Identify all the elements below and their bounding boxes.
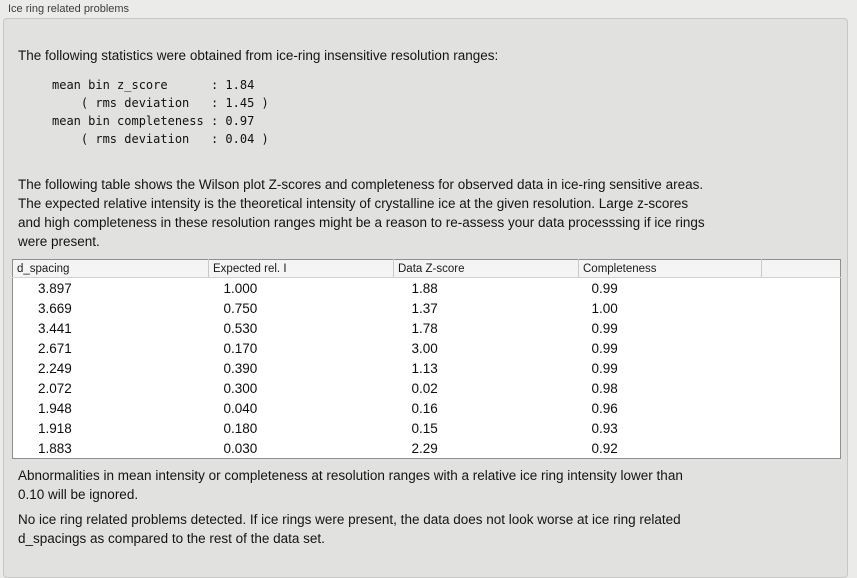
table-cell: 0.93 — [591, 420, 618, 436]
table-header-cell[interactable]: d_spacing — [12, 259, 209, 278]
table-row[interactable]: 2.249 0.390 1.13 0.99 — [13, 358, 841, 378]
table-row[interactable]: 3.669 0.750 1.37 1.00 — [13, 298, 841, 318]
table-cell: 2.072 — [38, 380, 72, 396]
table-cell: 0.99 — [591, 320, 618, 336]
table-cell: 0.300 — [223, 380, 258, 396]
table-cell: 3.669 — [38, 300, 72, 316]
table-intro-text: The following table shows the Wilson plo… — [18, 177, 705, 249]
stats-values-block: mean bin z_score : 1.84 ( rms deviation … — [52, 78, 269, 146]
table-cell: 2.249 — [38, 360, 72, 376]
table-cell: 0.98 — [591, 380, 618, 396]
table-cell: 0.040 — [223, 400, 258, 416]
ice-ring-report-window: { "panel": { "title": "Ice ring related … — [3, 3, 848, 578]
table-cell: 0.16 — [411, 400, 438, 416]
table-row[interactable]: 1.918 0.180 0.15 0.93 — [13, 418, 841, 438]
table-cell — [762, 278, 841, 299]
ice-ring-group-box: The following statistics were obtained f… — [3, 18, 848, 578]
ice-ring-table-body: 3.897 1.000 1.88 0.99 3.669 0.750 1.37 1.00 3.44… — [13, 278, 841, 459]
table-cell: 2.671 — [38, 340, 72, 356]
table-row[interactable]: 1.883 0.030 2.29 0.92 — [13, 438, 841, 459]
table-cell: 0.390 — [223, 360, 258, 376]
table-cell — [762, 318, 841, 338]
table-cell: 0.750 — [223, 300, 258, 316]
table-cell: 0.92 — [591, 440, 618, 456]
table-row[interactable]: 2.072 0.300 0.02 0.98 — [13, 378, 841, 398]
table-cell — [762, 438, 841, 459]
table-cell: 0.180 — [223, 420, 258, 436]
table-cell: 3.897 — [38, 280, 72, 296]
table-cell — [762, 298, 841, 318]
conclusion-text: No ice ring related problems detected. I… — [18, 512, 681, 546]
table-header-cell[interactable]: Completeness — [578, 259, 762, 278]
table-cell: 0.99 — [591, 280, 618, 296]
table-cell: 0.530 — [223, 320, 258, 336]
table-cell: 1.88 — [411, 280, 438, 296]
table-cell: 0.02 — [411, 380, 438, 396]
table-cell: 0.170 — [223, 340, 258, 356]
table-header-cell[interactable]: Data Z-score — [393, 259, 579, 278]
table-cell: 0.99 — [591, 340, 618, 356]
table-cell: 1.948 — [38, 400, 72, 416]
ignore-threshold-note: Abnormalities in mean intensity or compl… — [18, 468, 683, 502]
table-cell: 0.96 — [591, 400, 618, 416]
table-row[interactable]: 3.441 0.530 1.78 0.99 — [13, 318, 841, 338]
table-header-cell[interactable]: Expected rel. I — [208, 259, 394, 278]
stats-intro-text: The following statistics were obtained f… — [18, 48, 499, 63]
table-cell — [762, 418, 841, 438]
table-cell — [762, 358, 841, 378]
table-cell: 0.99 — [591, 360, 618, 376]
table-cell — [762, 398, 841, 418]
table-cell: 0.030 — [223, 440, 258, 456]
table-header-cell[interactable] — [761, 259, 841, 278]
panel-title: Ice ring related problems — [8, 3, 130, 15]
ice-ring-table-header: d_spacing Expected rel. I Data Z-score Comp… — [12, 259, 841, 278]
table-row[interactable]: 2.671 0.170 3.00 0.99 — [13, 338, 841, 358]
table-cell — [762, 338, 841, 358]
table-cell: 1.883 — [38, 440, 72, 456]
table-cell: 1.000 — [223, 280, 258, 296]
table-cell: 1.00 — [591, 300, 618, 316]
ice-ring-table[interactable]: d_spacing Expected rel. I Data Z-score Comp… — [12, 259, 841, 459]
table-cell: 1.13 — [411, 360, 438, 376]
table-row[interactable]: 3.897 1.000 1.88 0.99 — [13, 278, 841, 299]
table-cell: 3.00 — [411, 340, 438, 356]
table-cell: 2.29 — [411, 440, 438, 456]
table-row[interactable]: 1.948 0.040 0.16 0.96 — [13, 398, 841, 418]
table-cell — [762, 378, 841, 398]
table-cell: 0.15 — [411, 420, 438, 436]
table-header-row: d_spacing Expected rel. I Data Z-score Comp… — [12, 259, 841, 278]
table-cell: 1.37 — [411, 300, 438, 316]
table-cell: 1.918 — [38, 420, 72, 436]
table-cell: 3.441 — [38, 320, 72, 336]
table-cell: 1.78 — [411, 320, 438, 336]
